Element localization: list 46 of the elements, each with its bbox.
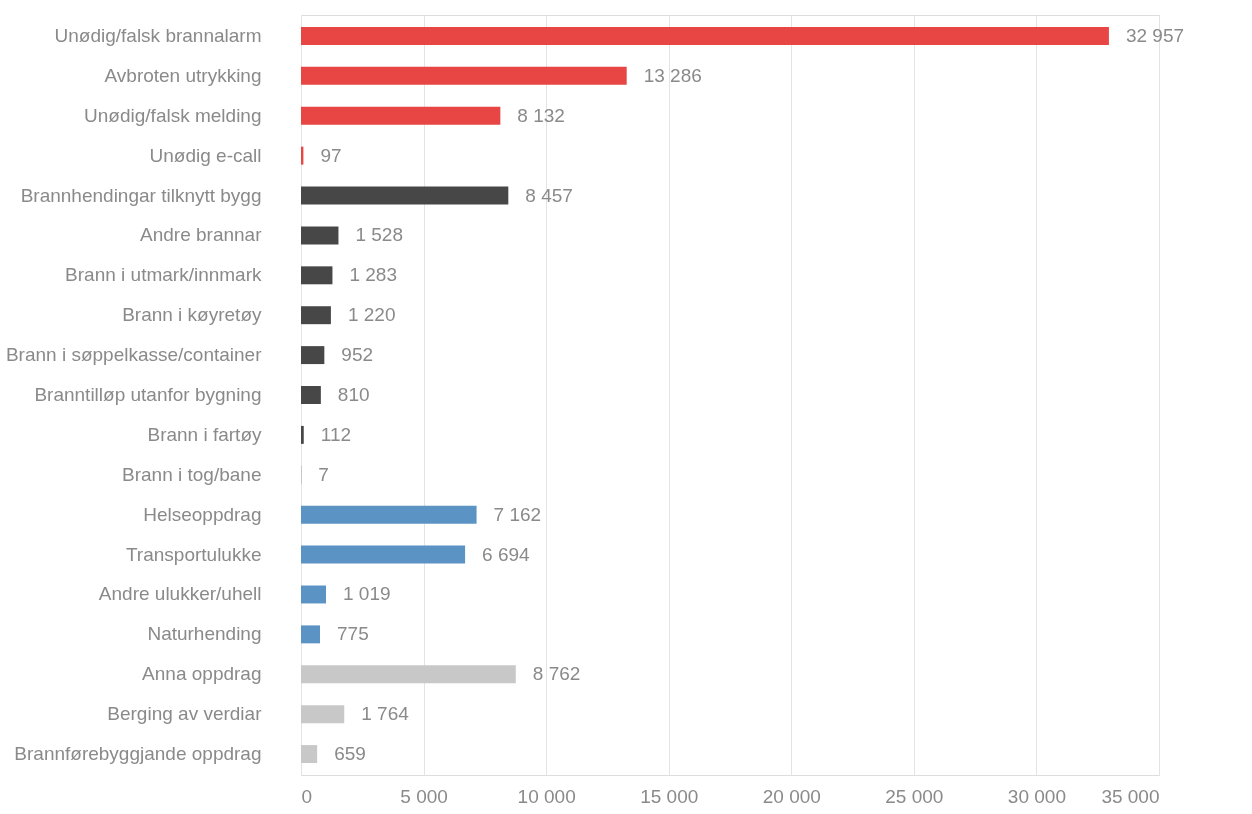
x-tick-label: 10 000 — [517, 785, 576, 807]
data-label: 1 764 — [361, 703, 410, 725]
data-label: 13 286 — [643, 64, 702, 86]
y-tick-label: Avbroten utrykking — [104, 64, 262, 86]
data-label: 8 457 — [525, 184, 573, 206]
data-label: 7 — [318, 463, 329, 485]
y-tick-label: Unødig/falsk brannalarm — [54, 24, 262, 46]
data-label: 7 162 — [493, 503, 542, 525]
x-tick-label: 0 — [301, 785, 313, 807]
data-label: 112 — [320, 423, 352, 445]
y-tick-label: Branntilløp utanfor bygning — [34, 384, 262, 405]
y-tick-label: Brannhendingar tilknytt bygg — [20, 184, 262, 206]
y-tick-label: Transportulukke — [125, 543, 262, 565]
data-label: 8 762 — [532, 663, 581, 685]
data-label: 659 — [334, 743, 366, 765]
y-tick-label: Brannførebyggjande oppdrag — [14, 743, 262, 765]
y-tick-label: Berging av verdiar — [107, 703, 263, 725]
y-tick-label: Brann i tog/bane — [122, 463, 262, 485]
data-label: 810 — [337, 384, 370, 405]
y-tick-label: Brann i køyretøy — [122, 304, 262, 326]
y-tick-label: Brann i utmark/innmark — [65, 264, 262, 286]
data-label: 1 220 — [347, 304, 396, 326]
y-tick-label: Naturhending — [147, 623, 262, 645]
y-tick-label: Unødig/falsk melding — [84, 104, 262, 126]
x-tick-label: 30 000 — [1007, 785, 1066, 807]
data-label: 8 132 — [517, 104, 565, 126]
y-tick-label: Helseoppdrag — [143, 503, 262, 525]
data-label: 1 019 — [342, 583, 391, 605]
x-tick-label: 35 000 — [1101, 785, 1160, 807]
y-tick-label: Brann i fartøy — [147, 423, 262, 445]
data-label: 97 — [320, 144, 342, 166]
x-tick-label: 5 000 — [400, 785, 448, 807]
data-label: 6 694 — [482, 543, 531, 565]
data-label: 1 283 — [349, 264, 397, 286]
data-label: 1 528 — [355, 224, 403, 246]
data-label: 775 — [337, 623, 369, 645]
y-tick-label: Anna oppdrag — [142, 663, 262, 685]
y-tick-label: Brann i søppelkasse/container — [5, 344, 263, 366]
x-tick-label: 15 000 — [640, 785, 699, 807]
data-label: 952 — [341, 344, 374, 366]
y-tick-label: Unødig e-call — [149, 144, 262, 166]
y-tick-label: Andre brannar — [140, 224, 263, 246]
x-tick-label: 25 000 — [885, 785, 944, 807]
y-tick-label: Andre ulukker/uhell — [98, 583, 262, 605]
x-tick-label: 20 000 — [762, 785, 821, 807]
data-label: 32 957 — [1125, 24, 1185, 46]
